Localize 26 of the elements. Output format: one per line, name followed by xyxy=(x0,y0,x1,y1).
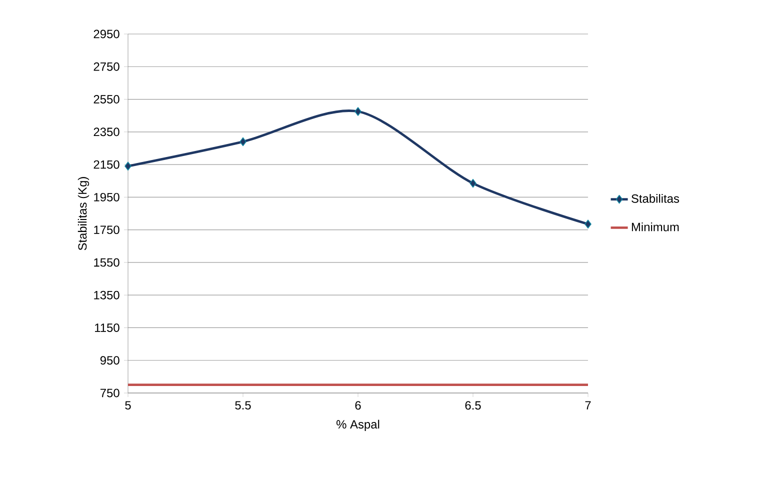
legend-label: Minimum xyxy=(632,222,679,232)
y-tick-label: 1350 xyxy=(94,290,120,300)
point xyxy=(240,137,246,146)
y-tick-label: 950 xyxy=(100,356,120,365)
point xyxy=(124,162,132,171)
y-tick-label: 1550 xyxy=(94,258,120,267)
y-tick-label: 2550 xyxy=(94,95,120,104)
legend-label: Stabilitas xyxy=(632,194,680,203)
y-tick-label: 2950 xyxy=(94,30,120,38)
point xyxy=(584,220,592,229)
point xyxy=(354,107,362,116)
x-tick-label: 5.5 xyxy=(235,401,251,410)
x-tick-label: 5 xyxy=(125,401,131,410)
point xyxy=(470,178,476,188)
x-tick-label: 6.5 xyxy=(465,401,481,410)
x-tick-label: 6 xyxy=(355,401,361,410)
y-tick-label: 2350 xyxy=(94,128,120,136)
y-tick-label: 1950 xyxy=(94,192,120,202)
y-tick-label: 2150 xyxy=(94,160,120,169)
y-axis-title: Stabilitas (Kg) xyxy=(78,177,90,250)
y-tick-label: 1750 xyxy=(94,226,120,234)
y-tick-label: 1150 xyxy=(95,323,120,332)
x-tick-label: 7 xyxy=(585,401,591,410)
y-tick-label: 750 xyxy=(100,388,120,398)
y-tick-label: 2750 xyxy=(94,62,120,71)
x-axis-title: % Aspal xyxy=(336,420,380,431)
